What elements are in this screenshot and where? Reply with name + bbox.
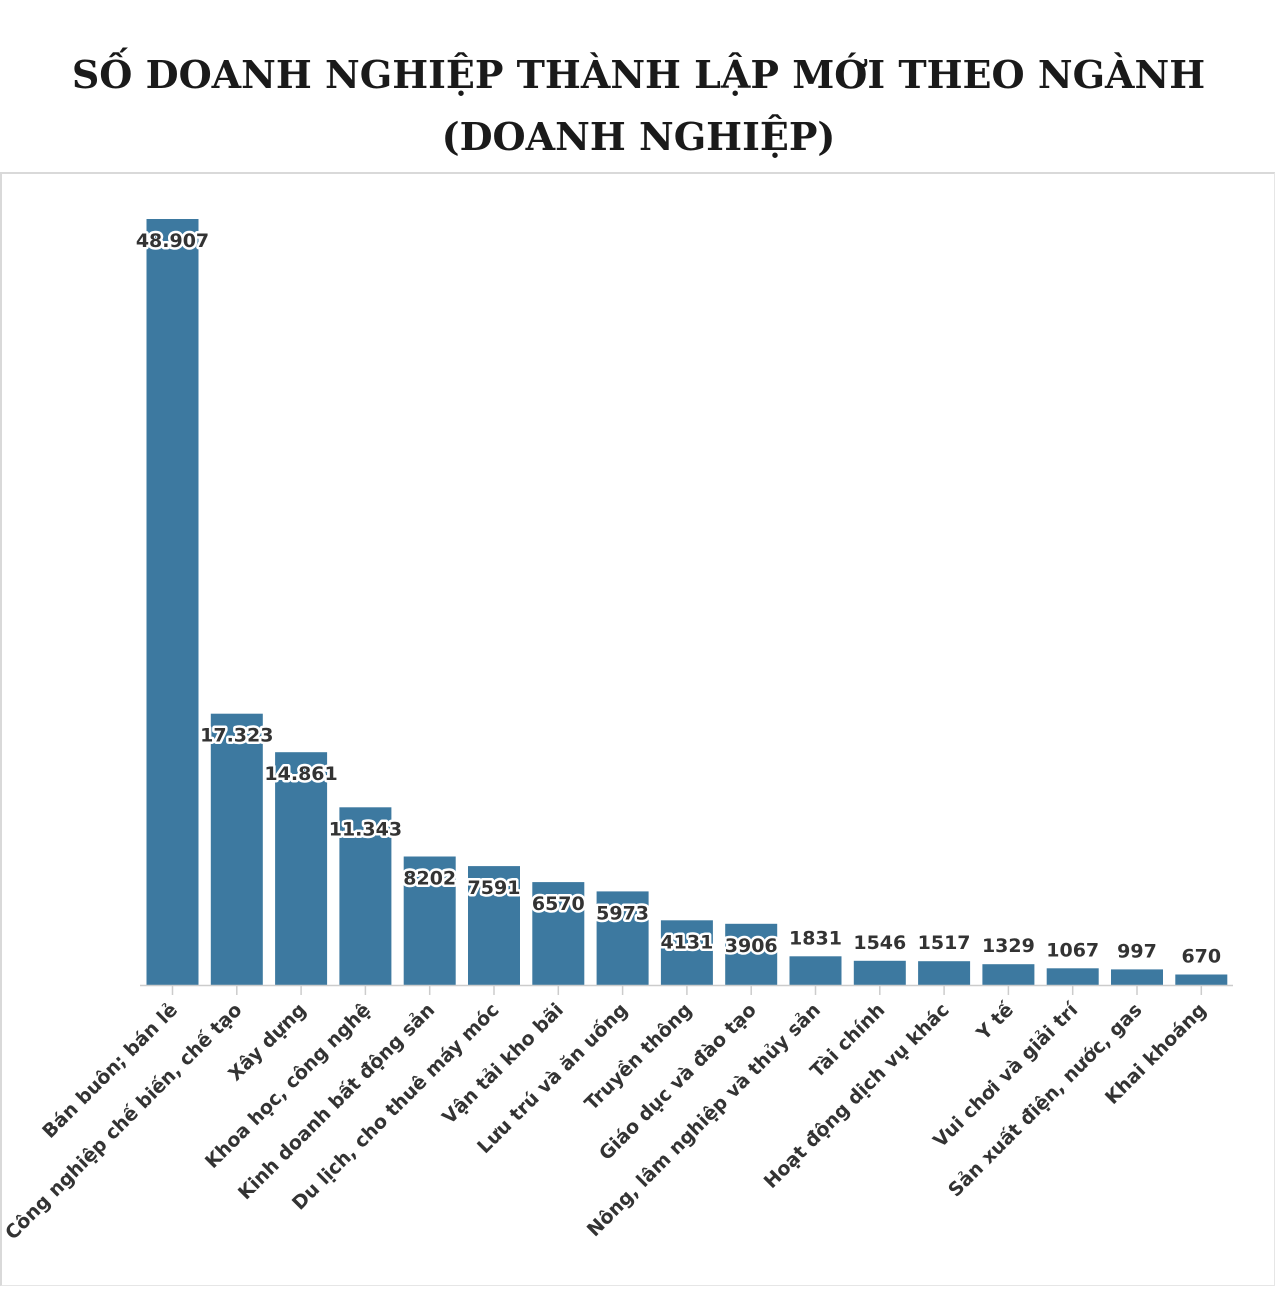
bar[interactable] — [918, 961, 971, 985]
bar[interactable] — [468, 866, 520, 985]
bar[interactable] — [532, 882, 585, 985]
bar-value-label: 1831 — [789, 927, 842, 949]
value-labels-group: 48.907 17.323 14.861 11.343 8202 7591 6570 5973… — [133, 228, 1223, 971]
bar-value-label: 14.861 — [264, 763, 337, 785]
bar[interactable] — [1175, 974, 1228, 986]
bar-value-label: 17.323 — [200, 725, 273, 747]
bar[interactable] — [403, 856, 456, 986]
bar-value-label: 3906 — [725, 935, 778, 957]
bar-value-label: 11.343 — [329, 818, 402, 840]
category-label: Nông, lâm nghiệp và thủy sản — [583, 999, 825, 1241]
bar[interactable] — [853, 960, 906, 985]
bar[interactable] — [1111, 969, 1163, 985]
bar[interactable] — [275, 752, 328, 985]
bar[interactable] — [339, 807, 392, 985]
bar[interactable] — [210, 713, 263, 985]
category-label: Công nghiệp chế biến, chế tạo — [0, 998, 246, 1244]
bar[interactable] — [1046, 968, 1099, 985]
bar[interactable] — [146, 219, 199, 985]
x-axis — [140, 984, 1233, 995]
bars-group — [146, 219, 1228, 986]
category-label: Y tế — [971, 997, 1019, 1045]
bar-value-label: 1067 — [1046, 939, 1099, 961]
bar-value-label: 1546 — [853, 932, 906, 954]
bar-value-label: 997 — [1117, 940, 1157, 962]
bar-value-label: 5973 — [596, 902, 649, 924]
bar[interactable] — [789, 956, 842, 985]
bar-value-label: 48.907 — [136, 230, 209, 252]
bar-value-label: 670 — [1181, 946, 1221, 968]
bar-value-label: 6570 — [532, 893, 585, 915]
chart-title: SỐ DOANH NGHIỆP THÀNH LẬP MỚI THEO NGÀNH… — [71, 52, 1206, 159]
bar-value-label: 1517 — [918, 932, 971, 954]
bar[interactable] — [725, 923, 778, 985]
category-label: Vận tải kho bãi — [438, 999, 568, 1129]
chart-frame — [0, 172, 1275, 1286]
bar[interactable] — [982, 964, 1035, 985]
bar-value-label: 7591 — [468, 877, 521, 899]
bar[interactable] — [660, 920, 713, 985]
bar-value-label: 8202 — [403, 868, 456, 890]
category-label: Truyền thông — [580, 998, 697, 1115]
bar-value-label: 1329 — [982, 935, 1035, 957]
bar-value-label: 4131 — [660, 931, 713, 953]
bar[interactable] — [596, 891, 649, 985]
